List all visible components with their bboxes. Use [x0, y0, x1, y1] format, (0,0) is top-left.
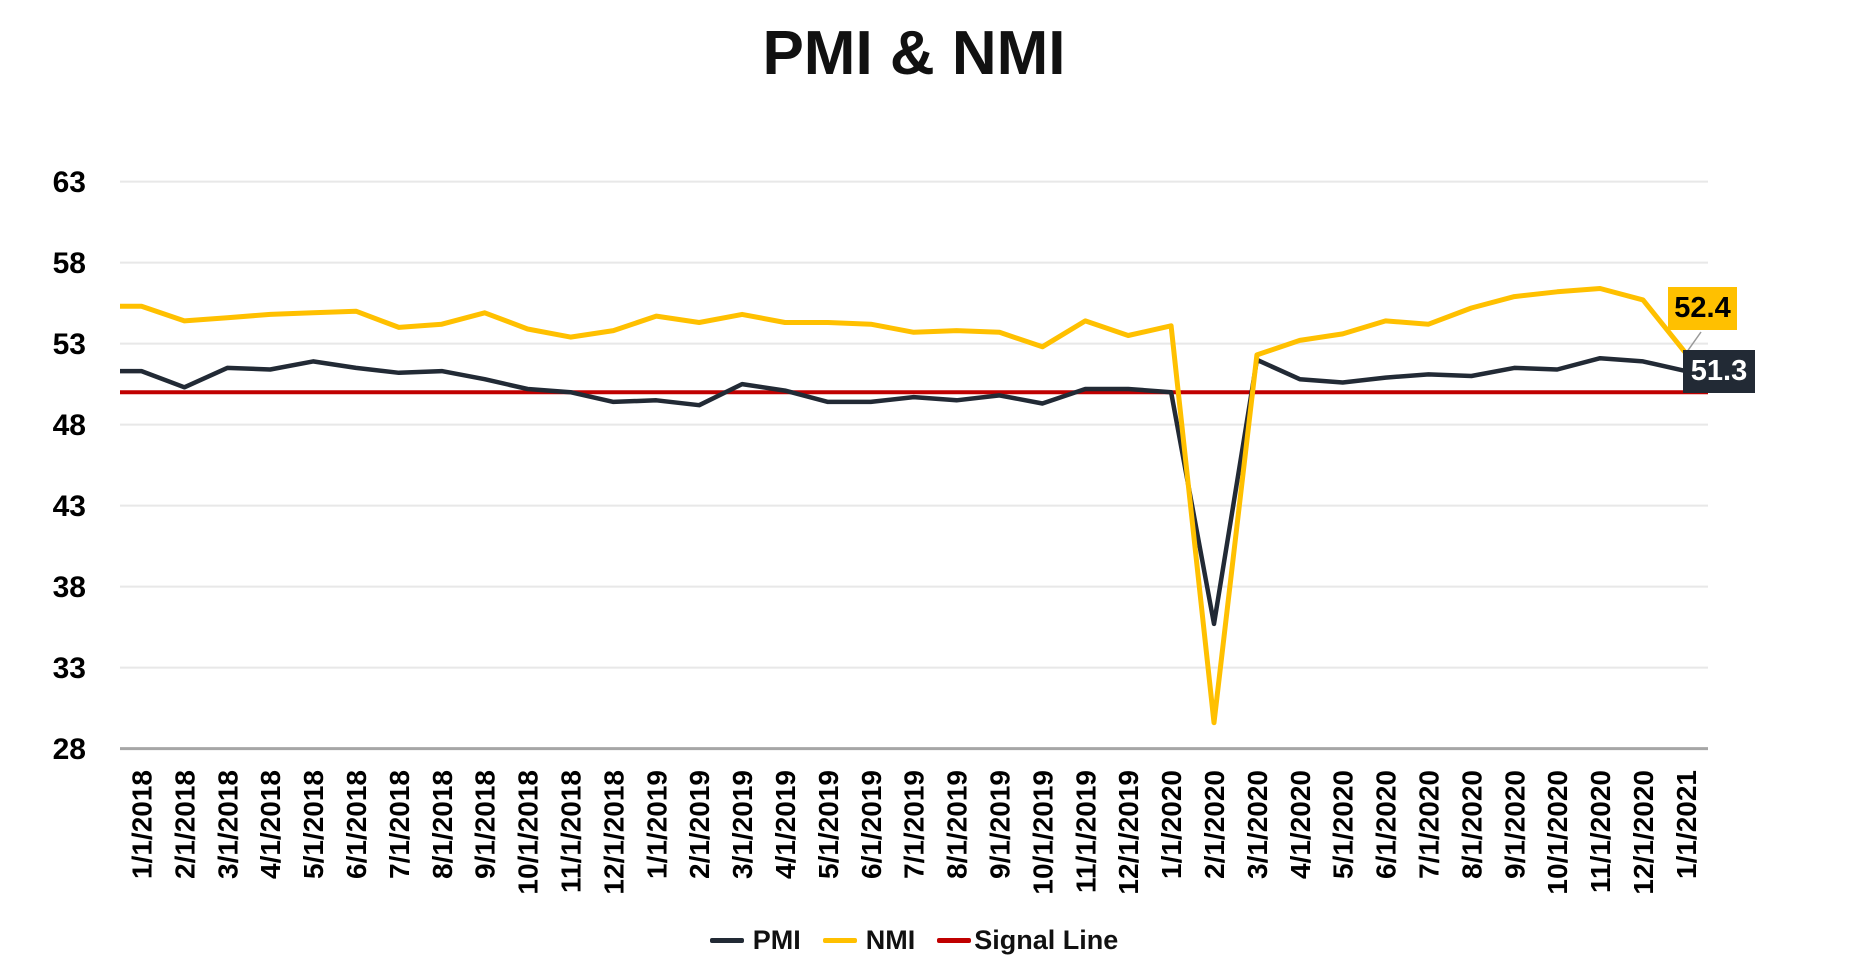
- y-axis-tick-label: 48: [53, 409, 86, 442]
- nmi-value-callout: 52.4: [1668, 287, 1737, 330]
- pmi-line: [120, 355, 1687, 627]
- x-axis-tick-label: 5/1/2020: [1328, 770, 1359, 879]
- x-axis-tick-label: 12/1/2020: [1628, 770, 1659, 895]
- x-axis-tick-label: 7/1/2018: [384, 770, 415, 879]
- x-axis-tick-label: 3/1/2019: [727, 770, 758, 879]
- x-axis-tick-label: 4/1/2019: [770, 770, 801, 879]
- nmi-line: [120, 286, 1688, 726]
- pmi-line-swatch-icon: [709, 937, 744, 943]
- legend-item-pmi: PMI: [709, 924, 801, 956]
- legend-label-pmi: PMI: [752, 924, 801, 955]
- x-axis-tick-label: 5/1/2019: [813, 770, 844, 879]
- x-axis-tick-label: 8/1/2019: [942, 770, 973, 879]
- x-axis-tick-label: 1/1/2021: [1671, 770, 1702, 879]
- x-axis-tick-label: 3/1/2018: [212, 770, 243, 879]
- x-axis-tick-label: 10/1/2018: [513, 770, 544, 895]
- pmi-value-callout: 51.3: [1683, 350, 1755, 393]
- y-axis-tick-label: 28: [53, 733, 86, 766]
- x-axis-tick-label: 6/1/2020: [1371, 770, 1402, 879]
- nmi-callout-leader-line: [1685, 331, 1702, 354]
- legend: PMI NMI Signal Line: [120, 918, 1708, 962]
- legend-item-nmi: NMI: [822, 924, 916, 956]
- x-axis-tick-label: 12/1/2018: [598, 770, 629, 895]
- x-axis-tick-label: 7/1/2020: [1414, 770, 1445, 879]
- x-axis-tick-label: 1/1/2020: [1156, 770, 1187, 879]
- legend-label-nmi: NMI: [865, 924, 916, 955]
- x-axis-tick-label: 11/1/2018: [556, 770, 587, 893]
- x-axis-tick-label: 7/1/2019: [899, 770, 930, 879]
- y-axis-tick-label: 38: [53, 571, 86, 604]
- x-axis-tick-label: 6/1/2018: [341, 770, 372, 879]
- y-axis-tick-label: 53: [53, 328, 86, 361]
- x-axis-tick-label: 10/1/2019: [1027, 770, 1058, 895]
- chart-title: PMI & NMI: [762, 19, 1066, 88]
- x-axis-tick-label: 8/1/2018: [427, 770, 458, 879]
- y-axis-tick-label: 58: [53, 247, 86, 280]
- legend-item-signal-line: Signal Line: [937, 925, 1118, 956]
- x-axis-tick-label: 2/1/2018: [169, 770, 200, 879]
- x-axis-tick-label: 2/1/2020: [1199, 770, 1230, 879]
- x-axis-tick-label: 9/1/2020: [1499, 770, 1530, 879]
- x-axis-tick-label: 9/1/2018: [470, 770, 501, 879]
- legend-label-signal-line: Signal Line: [974, 924, 1119, 955]
- x-axis-tick-label: 2/1/2019: [684, 770, 715, 879]
- x-axis-tick-label: 11/1/2019: [1070, 770, 1101, 893]
- x-axis-tick-label: 6/1/2019: [856, 770, 887, 879]
- x-axis-tick-label: 10/1/2020: [1542, 770, 1573, 895]
- signal-line-swatch-icon: [937, 937, 972, 943]
- x-axis-tick-label: 9/1/2019: [985, 770, 1016, 879]
- x-axis-tick-label: 1/1/2018: [127, 770, 158, 879]
- y-axis-tick-label: 63: [53, 166, 86, 199]
- x-axis-tick-label: 11/1/2020: [1585, 770, 1616, 893]
- nmi-line-swatch-icon: [822, 937, 857, 943]
- x-axis-tick-label: 3/1/2020: [1242, 770, 1273, 879]
- x-axis-tick-label: 5/1/2018: [298, 770, 329, 879]
- x-axis-tick-label: 4/1/2018: [255, 770, 286, 879]
- y-axis-tick-label: 43: [53, 490, 86, 523]
- x-axis-tick-label: 8/1/2020: [1456, 770, 1487, 879]
- y-axis-tick-label: 33: [53, 652, 86, 685]
- x-axis-tick-label: 12/1/2019: [1113, 770, 1144, 895]
- x-axis-tick-label: 4/1/2020: [1285, 770, 1316, 879]
- x-axis-tick-label: 1/1/2019: [641, 770, 672, 879]
